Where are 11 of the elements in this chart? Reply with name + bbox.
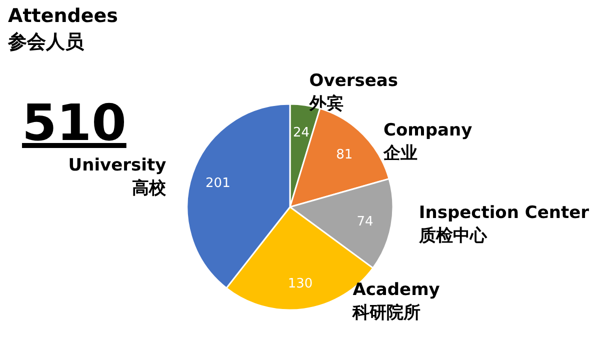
data-label: 74	[356, 214, 374, 230]
annotation: 510	[22, 94, 126, 152]
data-label: 201	[206, 176, 230, 192]
data-label: 24	[292, 126, 310, 141]
category-label: University 高校	[68, 156, 166, 199]
category-label: Academy 科研院所	[352, 280, 440, 323]
title: Attendees 参会人员	[8, 5, 118, 53]
category-label: Company 企业	[383, 120, 472, 164]
data-label: 81	[336, 148, 353, 163]
data-label: 130	[288, 276, 313, 292]
category-label: Inspection Center 质检中心	[418, 203, 590, 246]
